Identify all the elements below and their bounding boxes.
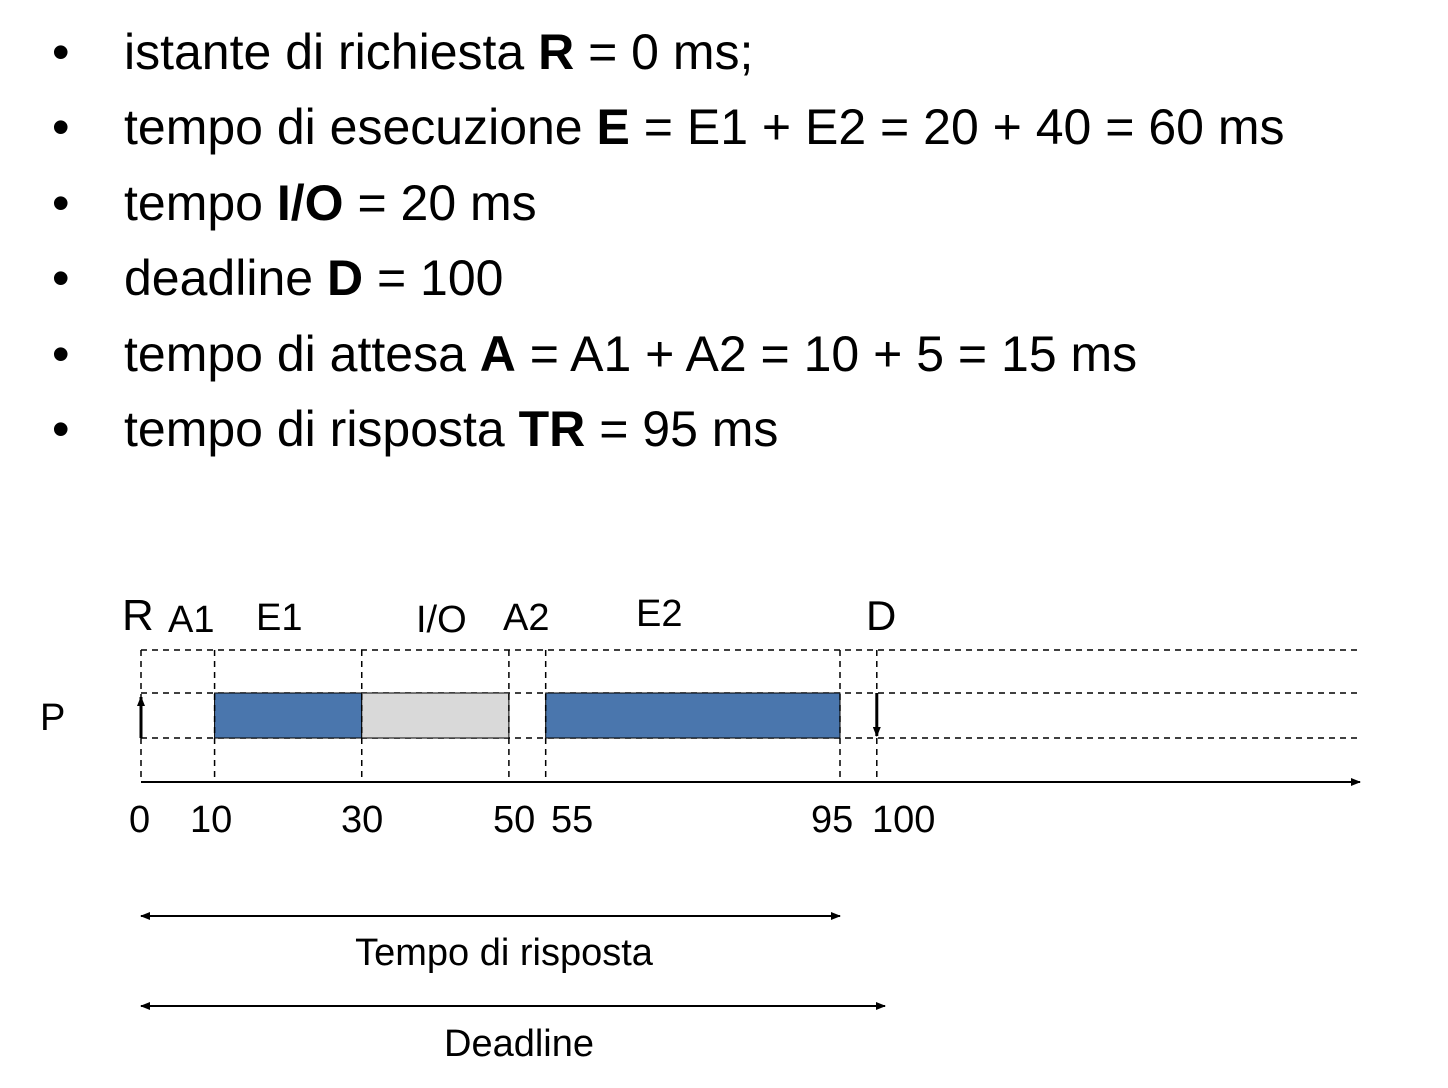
tick-label-100: 100 xyxy=(872,799,935,841)
bullet-dot: • xyxy=(52,24,70,80)
bullet-dot: • xyxy=(52,175,70,231)
bullet-item: • tempo I/O = 20 ms xyxy=(0,165,1448,241)
tick-label-55: 55 xyxy=(551,799,593,841)
tick-label-30: 30 xyxy=(341,799,383,841)
bullet-text: tempo di risposta xyxy=(124,401,519,457)
phase-label-e1: E1 xyxy=(256,597,302,639)
tick-label-10: 10 xyxy=(190,799,232,841)
bullet-text: = E1 + E2 = 20 + 40 = 60 ms xyxy=(629,99,1285,155)
bullet-bold: A xyxy=(479,326,516,382)
bullet-text: = 100 xyxy=(363,250,504,306)
bullet-item: • tempo di attesa A = A1 + A2 = 10 + 5 =… xyxy=(0,316,1448,392)
phase-label-a1: A1 xyxy=(168,599,214,641)
bullet-text: = 95 ms xyxy=(585,401,779,457)
phase-label-io: I/O xyxy=(416,599,467,641)
bullet-item: • tempo di risposta TR = 95 ms xyxy=(0,391,1448,467)
process-label: P xyxy=(40,697,65,739)
phase-label-r: R xyxy=(122,591,154,640)
response-time-label: Tempo di risposta xyxy=(355,932,654,974)
bullet-bold: TR xyxy=(518,401,586,457)
bullet-text: = 0 ms; xyxy=(574,24,754,80)
segment-io xyxy=(361,692,510,739)
bullet-text: tempo di esecuzione xyxy=(124,99,597,155)
bullet-text: deadline xyxy=(124,250,327,306)
bullet-item: • deadline D = 100 xyxy=(0,240,1448,316)
tick-label-50: 50 xyxy=(493,799,535,841)
bullet-text: = 20 ms xyxy=(343,175,537,231)
tick-label-0: 0 xyxy=(129,799,150,841)
bullet-text: = A1 + A2 = 10 + 5 = 15 ms xyxy=(515,326,1138,382)
bullet-bold: R xyxy=(538,24,575,80)
bullet-item: • tempo di esecuzione E = E1 + E2 = 20 +… xyxy=(0,89,1448,165)
bullet-dot: • xyxy=(52,99,70,155)
segment-layer xyxy=(214,692,841,739)
tick-label-95: 95 xyxy=(811,799,853,841)
phase-label-d: D xyxy=(866,592,896,639)
bullet-text: tempo di attesa xyxy=(124,326,480,382)
bullet-dot: • xyxy=(52,401,70,457)
bullet-text: istante di richiesta xyxy=(124,24,539,80)
phase-label-e2: E2 xyxy=(636,593,682,635)
bullet-dot: • xyxy=(52,250,70,306)
segment-e2 xyxy=(545,692,841,739)
bullet-bold: I/O xyxy=(276,175,344,231)
bullet-dot: • xyxy=(52,326,70,382)
bullet-item: • istante di richiesta R = 0 ms; xyxy=(0,14,1448,90)
deadline-span-label: Deadline xyxy=(444,1023,594,1065)
bullet-bold: E xyxy=(596,99,630,155)
phase-label-a2: A2 xyxy=(503,597,549,639)
tick-guide-layer xyxy=(140,650,878,782)
bullet-bold: D xyxy=(326,250,364,306)
segment-e1 xyxy=(214,692,363,739)
bullet-text: tempo xyxy=(124,175,277,231)
